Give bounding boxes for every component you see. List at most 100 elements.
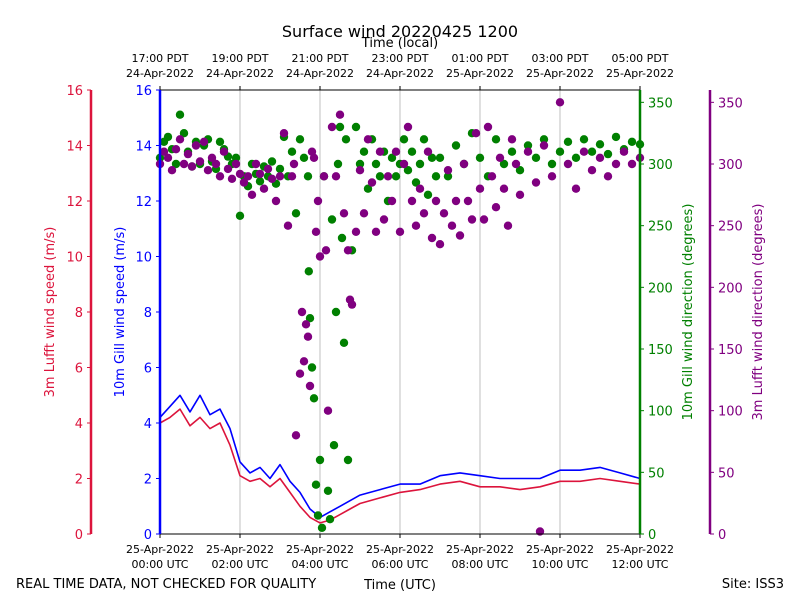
3m-lufft-wind-direction-point	[427, 233, 437, 243]
3m-lufft-wind-direction-point	[419, 209, 429, 218]
gill-direction-axis-tick-label: 250	[648, 220, 673, 235]
bottom-axis-ticks: 25-Apr-2022 00:00 UTC 25-Apr-2022 02:00 UTC…	[126, 534, 674, 571]
gill-speed-axis-tick-label: 8	[144, 306, 152, 321]
10m-gill-wind-direction-point	[443, 172, 453, 181]
3m-lufft-wind-direction-point	[319, 172, 329, 181]
10m-gill-wind-direction-point	[547, 159, 557, 169]
3m-lufft-wind-direction-point	[411, 221, 421, 230]
3m-lufft-wind-direction-point	[313, 196, 323, 206]
3m-lufft-wind-direction-point	[175, 135, 185, 144]
bottom-tick-date: 25-Apr-2022	[126, 543, 194, 556]
10m-gill-wind-direction-point	[475, 153, 485, 162]
10m-gill-wind-direction-point	[331, 307, 341, 317]
3m-lufft-wind-direction-point	[403, 122, 413, 132]
3m-lufft-wind-direction-point	[375, 147, 385, 156]
3m-lufft-wind-direction-point	[467, 215, 477, 224]
3m-lufft-wind-direction-point	[511, 159, 521, 169]
10m-gill-wind-direction-point	[329, 441, 339, 450]
gill-direction-axis-label: 10m Gill wind direction (degrees)	[681, 204, 696, 421]
3m-lufft-wind-direction-point	[383, 172, 393, 181]
10m-gill-wind-direction-point	[311, 480, 321, 489]
lufft-direction-axis-tick-label: 350	[718, 96, 743, 111]
bottom-tick-date: 25-Apr-2022	[366, 543, 434, 556]
3m-lufft-wind-direction-point	[347, 300, 357, 309]
3m-lufft-wind-direction-point	[167, 166, 177, 175]
top-tick-time: 03:00 PDT	[531, 52, 588, 65]
top-tick-time: 21:00 PDT	[291, 52, 348, 65]
10m-gill-wind-direction-point	[317, 523, 327, 532]
top-tick-time: 23:00 PDT	[371, 52, 428, 65]
3m-lufft-wind-direction-point	[289, 159, 299, 169]
10m-gill-wind-direction-point	[337, 233, 347, 243]
3m-lufft-wind-direction-point	[179, 159, 189, 169]
3m-lufft-wind-direction-point	[407, 196, 417, 206]
3m-lufft-wind-direction-point	[301, 320, 311, 329]
lufft-speed-axis-tick-label: 10	[66, 251, 83, 266]
3m-lufft-wind-direction-point	[363, 135, 373, 144]
3m-lufft-wind-direction-point	[579, 147, 589, 156]
10m-gill-wind-direction-point	[307, 363, 317, 372]
10m-gill-wind-direction-point	[587, 147, 597, 156]
10m-gill-wind-direction-point	[595, 140, 605, 149]
10m-gill-wind-direction-point	[231, 153, 241, 162]
3m-lufft-wind-direction-point	[231, 159, 241, 169]
gill-speed-axis-tick-label: 4	[144, 417, 152, 432]
3m-lufft-wind-direction-point	[295, 369, 305, 378]
3m-lufft-wind-direction-point	[187, 162, 197, 171]
3m-lufft-wind-direction-point	[183, 149, 193, 159]
lufft-direction-axis-tick-label: 0	[718, 528, 726, 543]
3m-lufft-wind-direction-point	[379, 215, 389, 224]
10m-gill-wind-direction-point	[403, 166, 413, 175]
top-tick-date: 25-Apr-2022	[526, 67, 594, 80]
10m-gill-wind-direction-point	[171, 159, 181, 169]
3m-lufft-wind-direction-point	[219, 147, 229, 156]
3m-lufft-wind-direction-point	[279, 129, 289, 138]
3m-lufft-wind-direction-point	[211, 159, 221, 169]
3m-lufft-wind-direction-point	[367, 178, 377, 187]
gill-direction-axis-tick-label: 100	[648, 405, 673, 420]
10m-gill-wind-direction-point	[451, 141, 461, 150]
10m-gill-wind-direction-point	[175, 110, 185, 119]
bottom-tick-date: 25-Apr-2022	[446, 543, 514, 556]
10m-gill-wind-direction-point	[431, 172, 441, 181]
lufft-direction-axis-tick-label: 150	[718, 343, 743, 358]
3m-lufft-wind-direction-point	[587, 166, 597, 175]
10m-gill-wind-direction-point	[339, 338, 349, 347]
3m-lufft-wind-direction-point	[215, 172, 225, 181]
3m-lufft-wind-direction-point	[463, 196, 473, 206]
3m-lufft-wind-direction-point	[459, 159, 469, 169]
gill-direction-axis-tick-label: 0	[648, 528, 656, 543]
3m-lufft-wind-direction-point	[297, 307, 307, 317]
10m-gill-wind-direction-point	[287, 147, 297, 156]
top-tick-date: 24-Apr-2022	[206, 67, 274, 80]
lufft-speed-axis: 0 2 4 6 8 10 12 14 16	[66, 84, 93, 543]
top-tick-time: 01:00 PDT	[451, 52, 508, 65]
lufft-speed-axis-tick-label: 14	[66, 140, 83, 155]
3m-lufft-wind-direction-point	[207, 153, 217, 162]
bottom-tick-time: 02:00 UTC	[211, 558, 268, 571]
top-tick-time: 17:00 PDT	[131, 52, 188, 65]
3m-lufft-wind-direction-point	[495, 153, 505, 162]
lufft-direction-axis-tick-label: 100	[718, 405, 743, 420]
lufft-direction-axis-tick-label: 200	[718, 281, 743, 296]
3m-lufft-wind-direction-point	[227, 174, 237, 183]
10m-gill-wind-direction-point	[179, 129, 189, 138]
3m-lufft-wind-direction-point	[503, 221, 513, 230]
10m-gill-wind-direction-point	[415, 159, 425, 169]
10m-gill-wind-direction-point	[627, 137, 637, 146]
gill-speed-axis-tick-label: 2	[144, 473, 152, 488]
lufft-speed-axis-tick-label: 6	[75, 362, 83, 377]
10m-gill-wind-direction-point	[359, 147, 369, 156]
3m-lufft-wind-direction-point	[531, 178, 541, 187]
3m-lufft-wind-direction-point	[283, 221, 293, 230]
10m-gill-wind-direction-point	[423, 190, 433, 199]
10m-gill-wind-direction-point	[611, 132, 621, 142]
10m-gill-wind-direction-point	[427, 153, 437, 162]
bottom-tick-date: 25-Apr-2022	[286, 543, 354, 556]
10m-gill-wind-direction-point	[163, 132, 173, 142]
10m-gill-wind-direction-point	[363, 184, 373, 193]
3m-lufft-wind-direction-point	[271, 196, 281, 206]
3m-lufft-wind-direction-point	[563, 159, 573, 169]
10m-gill-wind-direction-point	[387, 153, 397, 162]
10m-gill-wind-direction-point	[555, 147, 565, 156]
